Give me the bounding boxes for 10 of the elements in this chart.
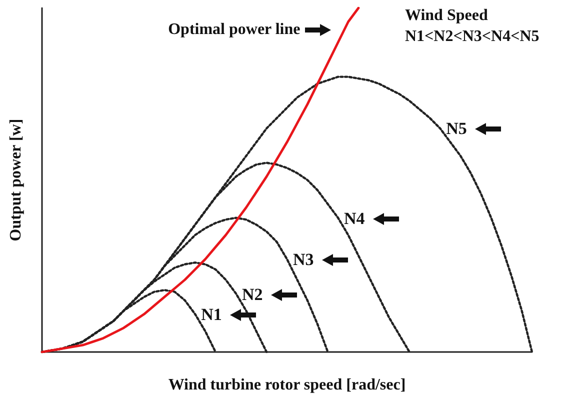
series-label: N3 [293,250,314,270]
series-label: N5 [446,119,467,138]
series-label: N4 [344,208,365,228]
series-label: N1 [201,305,222,324]
annotation: Wind Speed [405,7,488,24]
x-axis-title: Wind turbine rotor speed [rad/sec] [168,376,406,394]
text: Optimal power line [168,20,300,38]
y-axis-title: Output power [w] [8,118,24,242]
series-label: N2 [242,284,263,304]
annotation: N1<N2<N3<N4<N5 [405,28,540,45]
